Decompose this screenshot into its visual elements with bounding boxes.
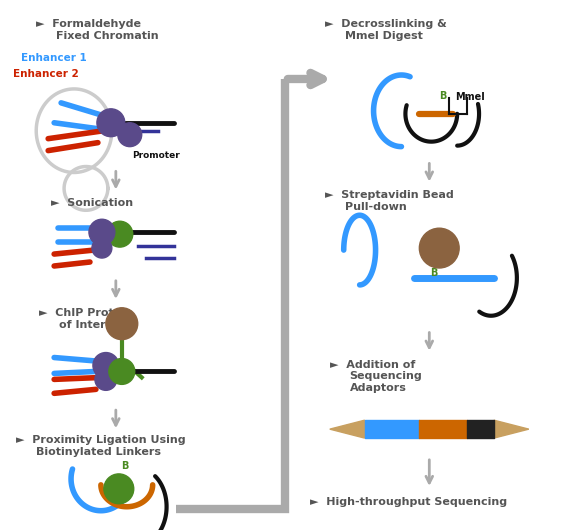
- Text: Pull-down: Pull-down: [345, 202, 407, 212]
- Text: ►  ChIP Protein: ► ChIP Protein: [39, 308, 133, 318]
- Circle shape: [89, 219, 115, 245]
- Circle shape: [107, 221, 133, 247]
- Circle shape: [93, 353, 119, 379]
- Text: B: B: [121, 461, 129, 471]
- Text: Promoter: Promoter: [132, 151, 180, 160]
- Text: B: B: [431, 268, 438, 278]
- Text: ►  Proximity Ligation Using: ► Proximity Ligation Using: [17, 435, 186, 445]
- Text: Biotinylated Linkers: Biotinylated Linkers: [36, 447, 161, 457]
- Polygon shape: [330, 420, 364, 438]
- Text: ►  Formaldehyde: ► Formaldehyde: [36, 19, 141, 29]
- Text: Enhancer 1: Enhancer 1: [21, 53, 87, 63]
- Circle shape: [95, 369, 117, 390]
- Circle shape: [109, 358, 135, 384]
- Text: B: B: [439, 91, 447, 101]
- Text: Sequencing: Sequencing: [349, 372, 423, 381]
- Circle shape: [92, 238, 112, 258]
- Text: Mmel: Mmel: [455, 92, 485, 102]
- Text: Fixed Chromatin: Fixed Chromatin: [56, 31, 159, 41]
- Text: Mmel Digest: Mmel Digest: [345, 31, 423, 41]
- Text: ►  High-throughput Sequencing: ► High-throughput Sequencing: [310, 497, 507, 507]
- Circle shape: [104, 474, 134, 504]
- Text: ►  Decrosslinking &: ► Decrosslinking &: [325, 19, 447, 29]
- Circle shape: [118, 123, 142, 147]
- Text: ►  Streptavidin Bead: ► Streptavidin Bead: [325, 191, 454, 200]
- Text: Adaptors: Adaptors: [349, 383, 407, 393]
- Circle shape: [97, 109, 125, 136]
- Text: of Interest: of Interest: [59, 320, 125, 330]
- Text: ►  Addition of: ► Addition of: [330, 359, 415, 370]
- Text: Enhancer 2: Enhancer 2: [13, 69, 79, 79]
- Circle shape: [106, 308, 138, 340]
- Text: ►  Sonication: ► Sonication: [51, 199, 133, 208]
- Circle shape: [419, 228, 459, 268]
- Polygon shape: [494, 420, 529, 438]
